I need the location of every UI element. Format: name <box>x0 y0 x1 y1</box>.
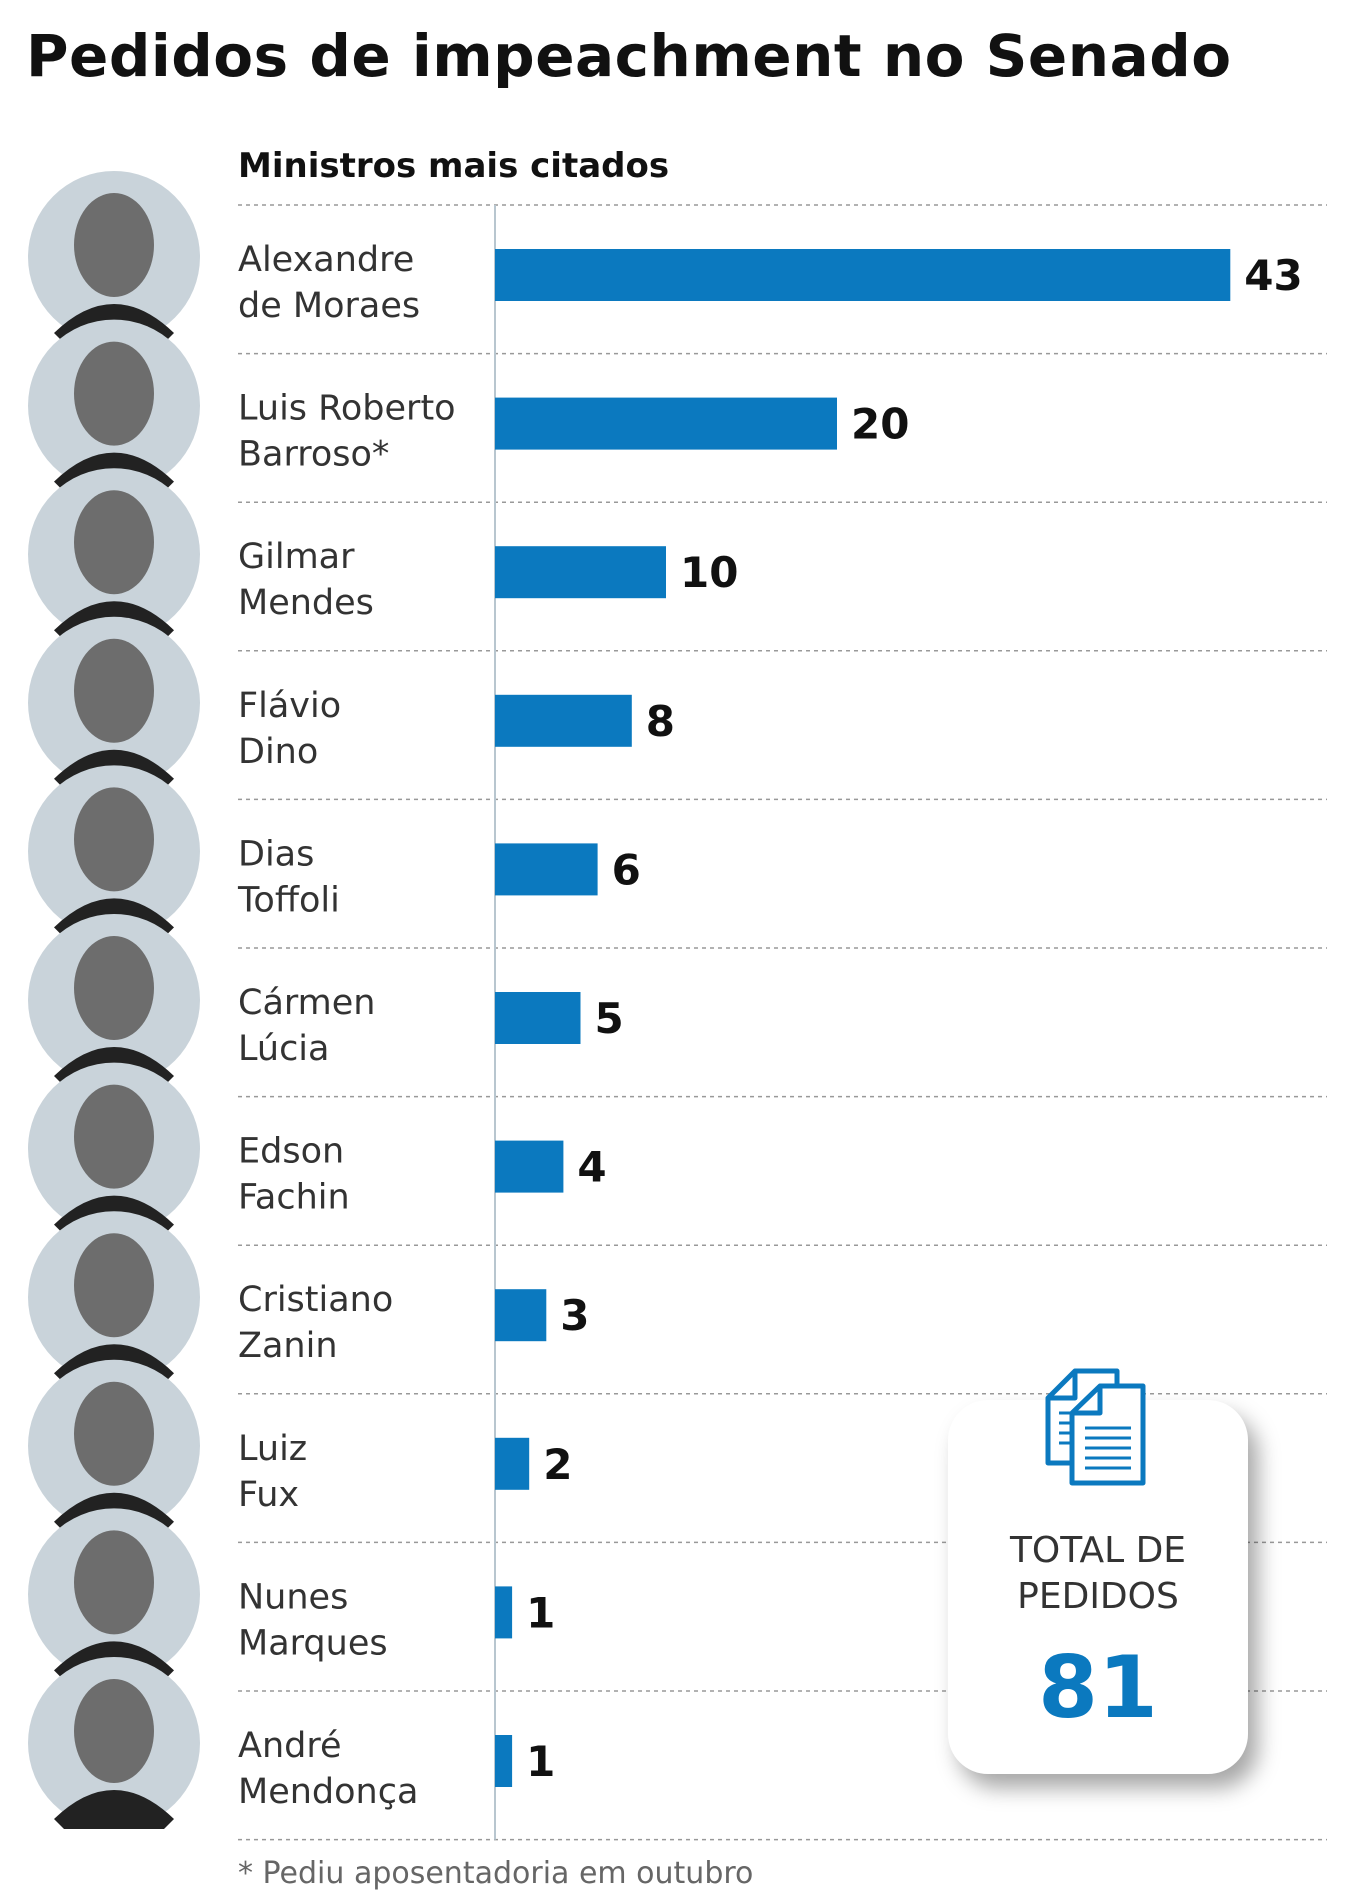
category-label: Luiz <box>238 1429 307 1469</box>
data-label: 10 <box>680 548 738 597</box>
category-label: Nunes <box>238 1577 348 1617</box>
category-label: Alexandre <box>238 240 414 280</box>
bar <box>495 694 632 747</box>
data-label: 5 <box>595 994 624 1043</box>
minister-photo <box>28 1211 200 1384</box>
category-label: de Moraes <box>238 286 420 326</box>
minister-photo <box>28 1062 200 1235</box>
minister-photo <box>28 468 200 641</box>
bar <box>495 1586 513 1639</box>
data-label: 1 <box>526 1737 555 1786</box>
bar <box>495 1289 547 1342</box>
category-label: Zanin <box>238 1326 338 1366</box>
data-label: 8 <box>646 697 675 746</box>
minister-photo <box>28 1657 200 1829</box>
bar <box>495 1437 530 1490</box>
category-label: Cristiano <box>238 1280 393 1320</box>
category-label: Dino <box>238 732 318 772</box>
minister-photo <box>28 1359 200 1532</box>
category-label: Fux <box>238 1475 299 1515</box>
category-label: Flávio <box>238 686 341 726</box>
category-label: Gilmar <box>238 537 355 577</box>
bar <box>495 1735 513 1787</box>
category-label: Cármen <box>238 983 375 1023</box>
data-label: 43 <box>1244 251 1302 300</box>
minister-photo <box>28 914 200 1086</box>
minister-photo <box>28 171 200 343</box>
bar <box>495 546 666 599</box>
category-label: Lúcia <box>238 1029 329 1069</box>
minister-photo <box>28 765 200 938</box>
data-label: 2 <box>543 1440 572 1489</box>
bar <box>495 1140 564 1193</box>
data-label: 20 <box>851 400 909 449</box>
minister-photo <box>28 319 200 492</box>
data-label: 6 <box>612 845 641 894</box>
data-label: 3 <box>560 1291 589 1340</box>
total-card: TOTAL DE PEDIDOS 81 <box>948 1400 1248 1774</box>
total-label-line2: PEDIDOS <box>1017 1576 1179 1617</box>
chart-subtitle: Ministros mais citados <box>238 146 670 186</box>
data-label: 1 <box>526 1588 555 1637</box>
total-label: TOTAL DE PEDIDOS <box>948 1528 1248 1620</box>
category-label: Mendes <box>238 583 374 623</box>
bar <box>495 397 837 450</box>
total-label-line1: TOTAL DE <box>1009 1530 1187 1571</box>
bar <box>495 843 598 896</box>
bar <box>495 992 581 1044</box>
category-label: Dias <box>238 834 314 874</box>
category-label: Marques <box>238 1623 388 1663</box>
category-label: Toffoli <box>237 880 340 920</box>
page-title: Pedidos de impeachment no Senado <box>26 22 1232 90</box>
category-label: André <box>238 1726 342 1766</box>
category-label: Luis Roberto <box>238 389 456 429</box>
minister-photo <box>28 616 200 789</box>
category-label: Fachin <box>238 1178 350 1218</box>
bar <box>495 249 1231 301</box>
data-label: 4 <box>577 1143 606 1192</box>
category-label: Edson <box>238 1132 344 1172</box>
total-value: 81 <box>1038 1638 1158 1738</box>
category-label: Barroso* <box>238 435 389 475</box>
category-label: Mendonça <box>238 1772 418 1812</box>
footnote: * Pediu aposentadoria em outubro <box>238 1856 754 1891</box>
documents-icon <box>1045 1368 1146 1486</box>
minister-photo <box>28 1508 200 1681</box>
